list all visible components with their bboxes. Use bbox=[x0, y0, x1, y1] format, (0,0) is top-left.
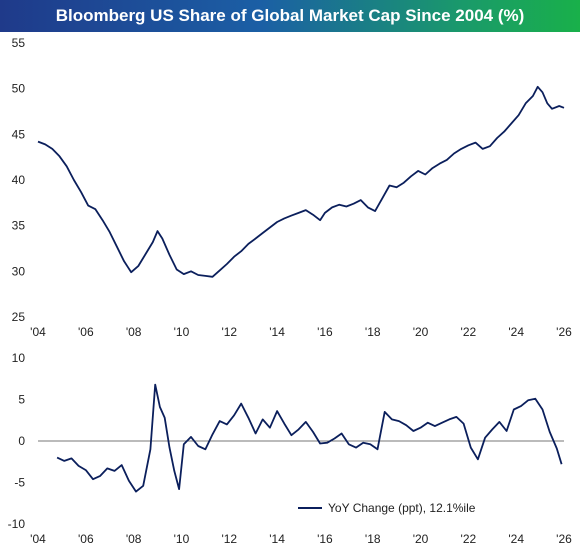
top-x-tick-label: '22 bbox=[461, 325, 477, 339]
bottom-y-tick-label: 0 bbox=[18, 434, 25, 448]
top-x-tick-label: '08 bbox=[126, 325, 142, 339]
top-y-tick-label: 30 bbox=[12, 264, 26, 278]
top-x-tick-label: '12 bbox=[221, 325, 237, 339]
bottom-x-tick-label: '08 bbox=[126, 532, 142, 546]
bottom-x-tick-label: '18 bbox=[365, 532, 381, 546]
top-series-line bbox=[37, 85, 565, 278]
bottom-y-tick-label: 10 bbox=[12, 351, 26, 365]
bottom-y-tick-label: -5 bbox=[14, 476, 25, 490]
bottom-x-tick-label: '26 bbox=[556, 532, 572, 546]
top-x-tick-label: '06 bbox=[78, 325, 94, 339]
chart-canvas: 25303540455055'04'06'08'10'12'14'16'18'2… bbox=[8, 36, 573, 546]
bottom-x-tick-label: '20 bbox=[413, 532, 429, 546]
bottom-x-tick-label: '10 bbox=[174, 532, 190, 546]
bottom-panel: -10 -5 0 5 10 '04 '06 '08 '10 '12 '14 '16 '18 '20 '22 '… bbox=[8, 351, 572, 546]
top-x-tick-label: '24 bbox=[508, 325, 524, 339]
bottom-x-tick-label: '24 bbox=[508, 532, 524, 546]
top-x-tick-label: '18 bbox=[365, 325, 381, 339]
bottom-y-tick-label: 5 bbox=[18, 393, 25, 407]
bottom-y-tick-label: -10 bbox=[8, 517, 26, 531]
top-y-tick-label: 45 bbox=[12, 127, 26, 141]
top-x-tick-label: '26 bbox=[556, 325, 572, 339]
top-x-tick-label: '20 bbox=[413, 325, 429, 339]
bottom-x-tick-label: '16 bbox=[317, 532, 333, 546]
chart-title-bar: Bloomberg US Share of Global Market Cap … bbox=[0, 0, 580, 32]
bottom-x-tick-label: '22 bbox=[461, 532, 477, 546]
top-x-tick-label: '10 bbox=[174, 325, 190, 339]
top-x-tick-label: '04 bbox=[30, 325, 46, 339]
top-x-tick-label: '16 bbox=[317, 325, 333, 339]
chart-title: Bloomberg US Share of Global Market Cap … bbox=[55, 6, 525, 25]
top-y-tick-label: 55 bbox=[12, 36, 26, 50]
bottom-series-line bbox=[56, 383, 563, 493]
top-y-tick-label: 50 bbox=[12, 82, 26, 96]
bottom-x-tick-label: '06 bbox=[78, 532, 94, 546]
bottom-x-tick-label: '14 bbox=[269, 532, 285, 546]
top-y-tick-label: 25 bbox=[12, 310, 26, 324]
legend-label: YoY Change (ppt), 12.1%ile bbox=[328, 501, 476, 515]
top-panel: 25 30 35 40 45 50 55 '04 '06 '08 '10 '12 '14 '16 '18 '2… bbox=[12, 36, 573, 339]
top-x-tick-label: '14 bbox=[269, 325, 285, 339]
top-y-tick-label: 35 bbox=[12, 219, 26, 233]
top-y-tick-label: 40 bbox=[12, 173, 26, 187]
bottom-x-tick-label: '04 bbox=[30, 532, 46, 546]
bottom-x-tick-label: '12 bbox=[221, 532, 237, 546]
